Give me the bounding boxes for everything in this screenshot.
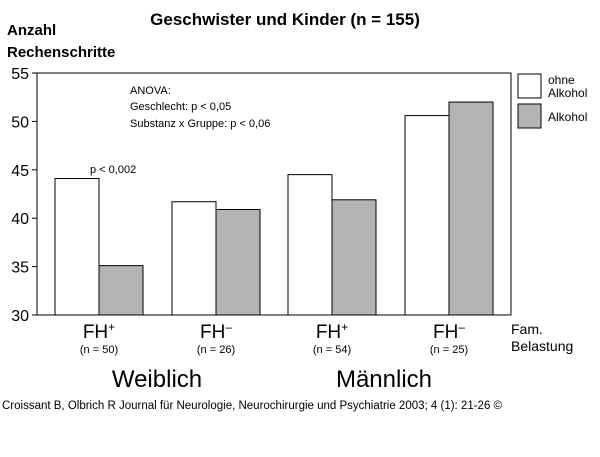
category-label-3: FH+: [316, 320, 348, 343]
chart-title: Geschwister und Kinder (n = 155): [150, 10, 420, 29]
category-label-1: FH+: [83, 320, 115, 343]
bars-layer: [54, 101, 494, 316]
category-n-3: (n = 54): [313, 344, 351, 356]
bar-ohne-alkohol-4: [404, 115, 450, 316]
legend-label-ohne-alkohol-line-2: Alkohol: [548, 86, 587, 100]
bar-alkohol-2: [215, 208, 261, 316]
bar-ohne-alkohol-2: [171, 201, 217, 316]
x-axis-label-line-2: Belastung: [511, 338, 573, 354]
bar-alkohol-3: [331, 199, 377, 316]
category-n-4: (n = 25): [430, 344, 468, 356]
category-label-2: FH–: [200, 320, 232, 343]
source-credit: Croissant B, Olbrich R Journal für Neuro…: [2, 400, 503, 412]
y-axis-label-line-2: Rechenschritte: [7, 44, 115, 61]
y-tick-label-40: 40: [11, 211, 29, 228]
legend-swatch-alkohol: [517, 103, 542, 129]
category-label-4: FH–: [433, 320, 465, 343]
y-tick-label-30: 30: [11, 308, 29, 325]
legend-label-alkohol: Alkohol: [548, 110, 587, 124]
bar-ohne-alkohol-3: [287, 174, 333, 316]
y-tick-label-45: 45: [11, 163, 29, 180]
plot-area-frame: [36, 72, 512, 316]
y-tick-label-50: 50: [11, 114, 29, 131]
bar-alkohol-1: [98, 265, 144, 316]
y-axis-label-line-1: Anzahl: [7, 22, 56, 39]
group-label-male: Männlich: [336, 366, 432, 393]
legend: ohne Alkohol Alkohol: [517, 73, 587, 129]
bar-chart: Geschwister und Kinder (n = 155) Anzahl …: [7, 10, 587, 393]
category-n-1: (n = 50): [80, 344, 118, 356]
group-label-female: Weiblich: [112, 366, 202, 393]
legend-label-ohne-alkohol-line-1: ohne: [548, 73, 575, 87]
y-axis-ticks: 30 35 40 45 50 55: [11, 66, 37, 325]
anova-line-1: ANOVA:: [130, 85, 171, 97]
bar-ohne-alkohol-1: [54, 178, 100, 316]
category-n-2: (n = 26): [197, 344, 235, 356]
anova-annotation: ANOVA: Geschlecht: p < 0,05 Substanz x G…: [130, 85, 270, 130]
bar-alkohol-4: [448, 101, 494, 316]
anova-line-2: Geschlecht: p < 0,05: [130, 101, 231, 113]
anova-line-3: Substanz x Gruppe: p < 0,06: [130, 118, 270, 130]
legend-swatch-ohne-alkohol: [517, 73, 542, 99]
y-tick-label-35: 35: [11, 260, 29, 277]
x-axis-label-line-1: Fam.: [511, 321, 543, 337]
category-labels: FH+(n = 50)FH–(n = 26)FH+(n = 54)FH–(n =…: [80, 320, 468, 356]
y-tick-label-55: 55: [11, 66, 29, 83]
p-value-annotation: p < 0,002: [90, 164, 136, 176]
